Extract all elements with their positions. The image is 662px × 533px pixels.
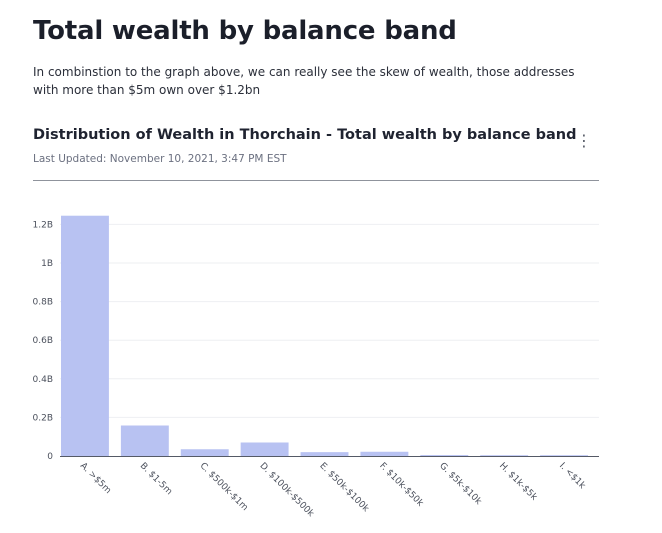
y-tick-label: 0.8B: [33, 298, 54, 308]
y-tick-label: 0: [47, 452, 53, 462]
bar: [540, 455, 589, 456]
bar: [420, 455, 469, 456]
y-tick-label: 0.6B: [33, 336, 54, 346]
x-tick-label: E. $50k-$100k: [317, 461, 371, 515]
bar: [120, 425, 169, 456]
bar: [240, 442, 289, 456]
bar: [360, 451, 409, 456]
x-tick-label: G. $5k-$10k: [437, 461, 484, 508]
intro-text: In combinstion to the graph above, we ca…: [33, 65, 575, 97]
y-tick-label: 1B: [41, 259, 53, 269]
y-tick-label: 1.2B: [33, 220, 54, 230]
x-tick-label: C. $500k-$1m: [198, 461, 250, 513]
x-tick-label: I. <$1k: [557, 461, 588, 492]
bar: [480, 455, 529, 456]
x-tick-label: B. $1-5m: [138, 461, 174, 497]
x-tick-label: D. $100k-$500k: [258, 461, 317, 520]
bar: [300, 452, 349, 456]
x-tick-label: H. $1k-$5k: [497, 461, 539, 503]
bar-chart: 0 0.2B 0.4B 0.6B 0.8B 1B 1.2B A. >$5m B. $1-5m C.…: [33, 215, 599, 520]
bar: [180, 449, 229, 456]
chart-divider: [33, 180, 599, 181]
bar: [61, 215, 109, 456]
kebab-menu-icon[interactable]: ⋮: [576, 130, 592, 150]
x-tick-label: A. >$5m: [78, 461, 113, 496]
y-tick-label: 0.4B: [33, 375, 54, 385]
page-title: Total wealth by balance band: [33, 16, 457, 46]
x-tick-label: F. $10k-$50k: [377, 461, 425, 509]
last-updated: Last Updated: November 10, 2021, 3:47 PM…: [33, 153, 287, 165]
y-tick-label: 0.2B: [33, 413, 54, 423]
chart-title: Distribution of Wealth in Thorchain - To…: [33, 127, 577, 143]
